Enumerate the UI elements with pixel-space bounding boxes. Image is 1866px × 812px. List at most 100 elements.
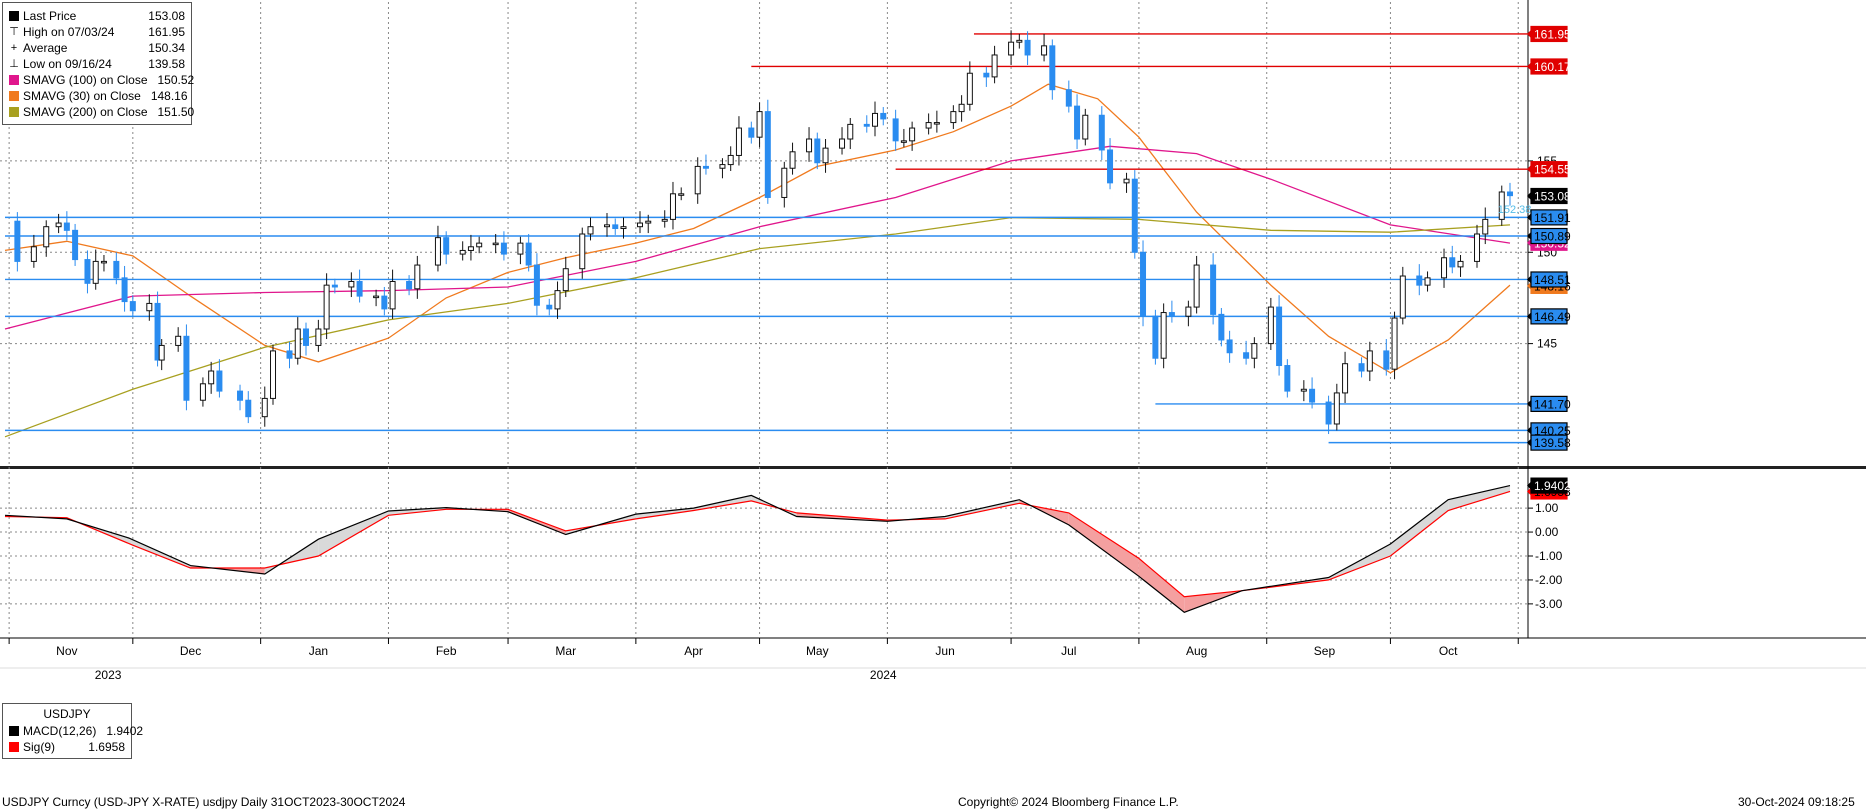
square-icon xyxy=(9,107,19,117)
candle-body xyxy=(1267,306,1274,345)
month-label: Sep xyxy=(1314,644,1336,658)
candle-body xyxy=(1358,363,1365,372)
candle-body xyxy=(1193,264,1200,308)
candle-body xyxy=(991,54,998,78)
legend-item-value: 148.16 xyxy=(150,89,188,103)
macd-legend-title: USDJPY xyxy=(43,707,91,721)
candle-body xyxy=(669,193,676,220)
main-legend: Last Price 153.08 ⊤ High on 07/03/24 161.95 +… xyxy=(2,2,194,125)
candle-body xyxy=(237,390,244,401)
candle-body xyxy=(1160,312,1167,359)
legend-item: + Average 150.34 xyxy=(3,40,191,56)
candle-body xyxy=(587,226,594,235)
macd-tick-label: -1.00 xyxy=(1535,549,1563,563)
axis-value-pointer xyxy=(1527,281,1531,290)
axis-value-text: 150.89 xyxy=(1534,230,1571,244)
candle-body xyxy=(1123,178,1130,184)
candle-body xyxy=(414,264,421,290)
candle-body xyxy=(1243,352,1250,359)
legend-item: SMAVG (100) on Close 150.52 xyxy=(3,72,194,88)
candle-body xyxy=(14,220,21,262)
candle-body xyxy=(636,222,643,228)
candle-body xyxy=(1226,339,1233,354)
legend-item-label: SMAVG (30) on Close xyxy=(23,89,141,103)
candle-body xyxy=(1210,264,1217,315)
candle-body xyxy=(270,350,277,399)
level-axis-label: 160.17 xyxy=(1527,58,1571,75)
macd-legend-value: 1.9402 xyxy=(106,724,144,738)
candle-body xyxy=(1276,306,1283,367)
year-label: 2024 xyxy=(870,668,897,682)
level-axis-label: 148.51 xyxy=(1527,271,1571,288)
month-label: Feb xyxy=(436,644,457,658)
candle-body xyxy=(1251,343,1258,359)
square-icon xyxy=(9,11,19,21)
candle-body xyxy=(1218,313,1225,341)
candle-body xyxy=(533,264,540,306)
square-icon xyxy=(9,75,19,85)
month-label: Dec xyxy=(180,644,201,658)
macd-fill xyxy=(945,499,1020,519)
candle-body xyxy=(1309,388,1316,403)
candle-body xyxy=(1185,306,1192,317)
axis-value-text: 139.58 xyxy=(1534,436,1571,450)
candle-body xyxy=(55,222,62,228)
macd-fill xyxy=(693,495,752,511)
candle-body xyxy=(909,127,916,142)
month-label: Aug xyxy=(1186,644,1207,658)
legend-item-value: 150.52 xyxy=(157,73,195,87)
axis-value-text: 154.55 xyxy=(1534,163,1571,177)
candle-body xyxy=(727,154,734,166)
candle-body xyxy=(500,242,507,255)
axis-value-pointer xyxy=(1527,213,1531,222)
candle-body xyxy=(175,335,182,346)
level-axis-label: 154.55 xyxy=(1527,161,1571,178)
axis-value-pointer xyxy=(1527,165,1531,174)
candle-body xyxy=(900,140,907,143)
candle-body xyxy=(756,111,763,138)
month-label: Jun xyxy=(935,644,954,658)
axis-value-text: 153.08 xyxy=(1534,190,1571,204)
level-axis-label: 151.91 xyxy=(1527,209,1571,226)
candle-body xyxy=(1024,39,1031,56)
candle-body xyxy=(1082,114,1089,140)
month-label: Mar xyxy=(555,644,576,658)
axis-value-pointer xyxy=(1527,192,1531,201)
candle-body xyxy=(1049,45,1056,91)
candle-body xyxy=(789,151,796,169)
macd-tick-label: -2.00 xyxy=(1535,573,1563,587)
axis-value-pointer xyxy=(1527,438,1531,447)
price-tick-label: 145 xyxy=(1537,337,1557,351)
candle-body xyxy=(719,164,726,169)
candle-body xyxy=(303,328,309,346)
axes: Nov Dec Jan Feb Mar Apr May Jun Jul Aug Sep Oct 2023… xyxy=(0,25,1866,682)
candle-body xyxy=(158,344,165,361)
candle-body xyxy=(735,127,742,156)
candle-body xyxy=(261,397,268,418)
candle-body xyxy=(331,284,338,288)
axis-value-pointer xyxy=(1527,238,1531,247)
candle-body xyxy=(554,290,561,310)
candle-body xyxy=(1424,277,1431,286)
axis-value-pointer xyxy=(1527,29,1531,38)
candle-body xyxy=(546,304,553,310)
candle-body xyxy=(966,72,973,105)
candle-body xyxy=(822,147,829,164)
level-axis-label: 140.25 xyxy=(1527,422,1571,439)
candle-body xyxy=(356,280,363,297)
candle-body xyxy=(806,138,813,153)
candle-body xyxy=(1507,191,1513,197)
candle-body xyxy=(1107,149,1114,184)
candle-body xyxy=(1383,350,1390,370)
candle-body xyxy=(863,123,870,127)
candle-body xyxy=(84,259,91,284)
candle-body xyxy=(467,246,474,251)
candle-body xyxy=(216,370,223,392)
candle-body xyxy=(113,260,120,279)
candle-body xyxy=(1333,392,1340,425)
month-label: Jul xyxy=(1061,644,1076,658)
macd-line xyxy=(4,485,1511,613)
candle-body xyxy=(678,193,685,196)
axis-value-pointer xyxy=(1527,426,1531,435)
